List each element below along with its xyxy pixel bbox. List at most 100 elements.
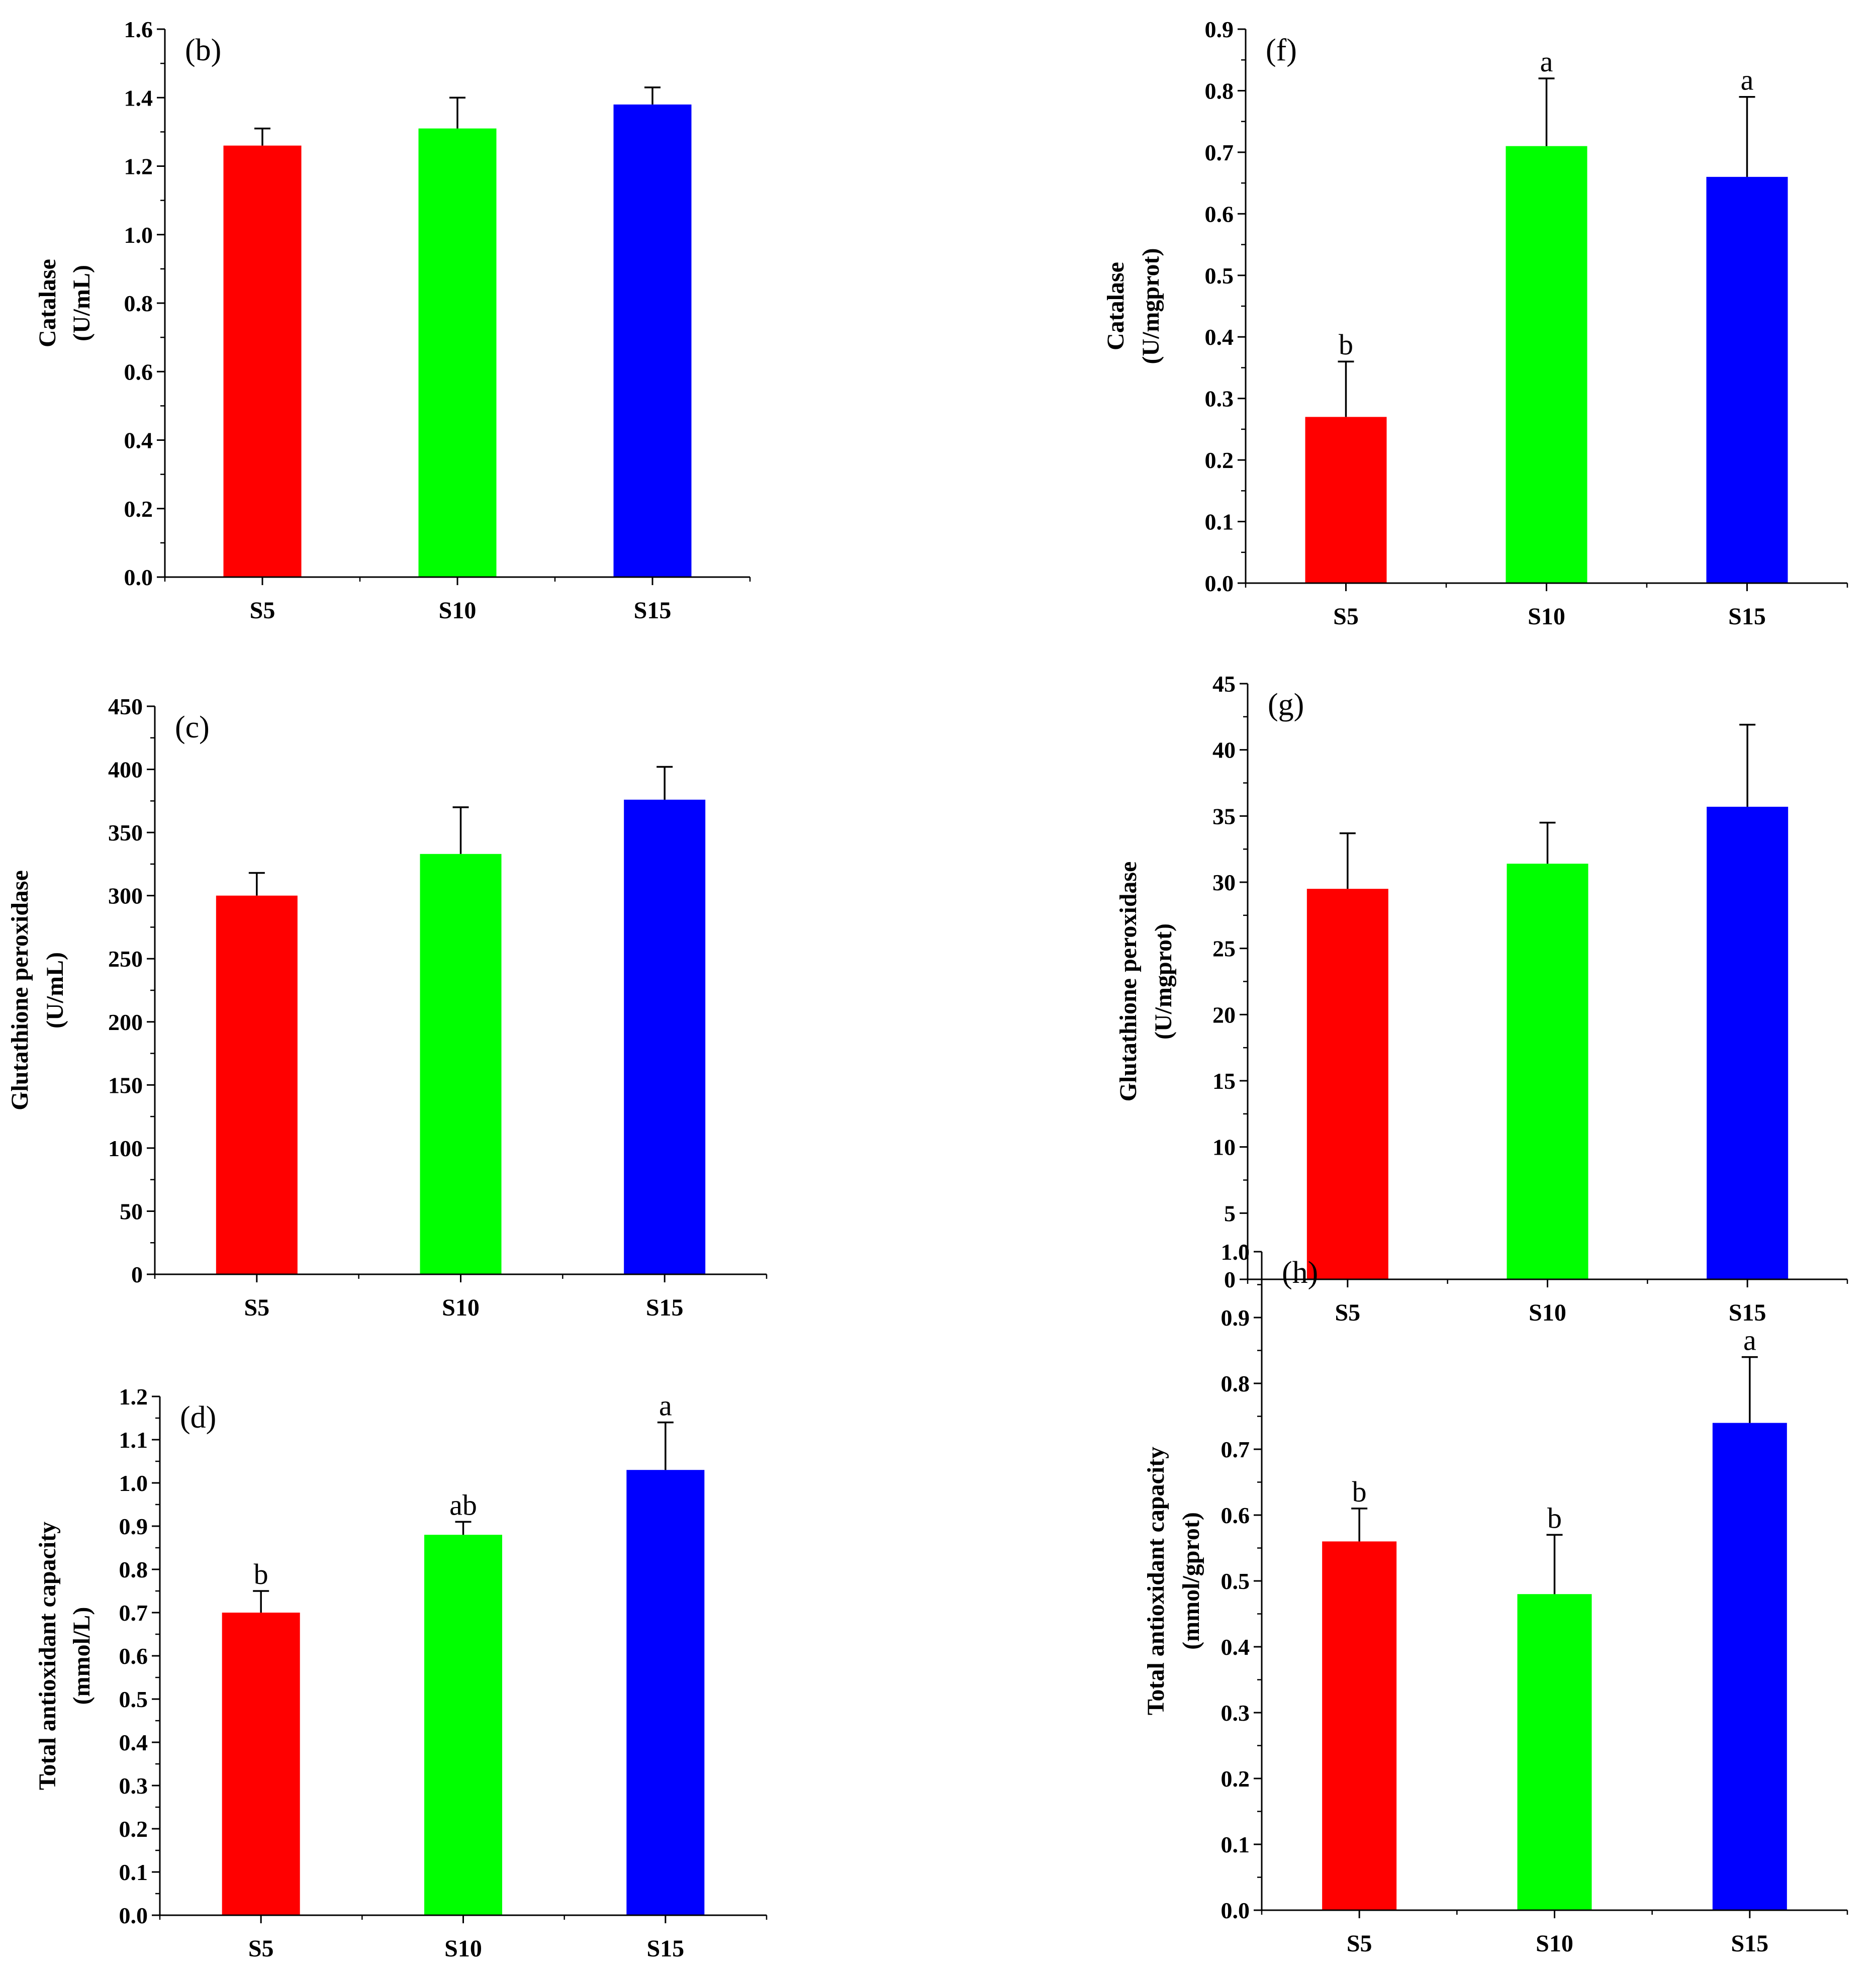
chart4-bar-S5 <box>222 1613 300 1915</box>
chart4-ytick-label-2: 0.2 <box>119 1816 148 1842</box>
chart3-xtick-label-S15: S15 <box>1729 1299 1766 1326</box>
chart2-ytick-label-4: 200 <box>108 1009 143 1035</box>
chart3-ytick-label-2: 10 <box>1212 1135 1236 1160</box>
chart3-xtick-label-S5: S5 <box>1335 1299 1360 1326</box>
chart5-ytick-label-3: 0.3 <box>1221 1700 1250 1726</box>
chart0-errorbar-S15 <box>644 86 661 105</box>
chart4-ytick-label-11: 1.1 <box>119 1427 148 1453</box>
chart4-ytick-label-0: 0.0 <box>119 1903 148 1928</box>
chart3-ylabel-line2: (U/mgprot) <box>1150 923 1177 1040</box>
chart3-ytick-label-3: 15 <box>1212 1068 1236 1094</box>
chart1-ytick-label-2: 0.2 <box>1205 447 1234 473</box>
chart0-xtick-label-S10: S10 <box>439 597 477 624</box>
chart0-ytick-label-7: 1.4 <box>124 85 153 111</box>
chart0-bar-S15 <box>613 104 692 577</box>
chart1-ylabel-line1: Catalase <box>1102 262 1129 350</box>
chart5-significance-S5: b <box>1352 1475 1367 1508</box>
chart2-panel-label: (c) <box>175 710 210 744</box>
chart4-ytick-label-6: 0.6 <box>119 1643 148 1669</box>
chart5-ytick-label-10: 1.0 <box>1221 1239 1250 1265</box>
chart4-ytick-label-7: 0.7 <box>119 1600 148 1626</box>
chart4-errorbar-S10 <box>455 1521 472 1535</box>
chart3-ytick-label-4: 20 <box>1212 1002 1236 1027</box>
chart0-bar-S5 <box>223 145 302 577</box>
chart4-significance-S5: b <box>254 1558 268 1590</box>
chart1-xtick-label-S15: S15 <box>1728 603 1766 630</box>
chart1-errorbar-S15 <box>1739 96 1755 177</box>
chart1-ytick-label-4: 0.4 <box>1205 324 1234 350</box>
chart1-ytick-label-5: 0.5 <box>1205 263 1234 289</box>
chart2-ytick-label-0: 0 <box>131 1262 143 1287</box>
chart3-xtick-label-S10: S10 <box>1529 1299 1566 1326</box>
chart2-ytick-label-9: 450 <box>108 694 143 719</box>
chart4-xtick-label-S10: S10 <box>444 1935 482 1962</box>
chart0-ytick-label-8: 1.6 <box>124 17 153 42</box>
chart0-ytick-label-6: 1.2 <box>124 154 153 179</box>
chart2-bar-S10 <box>420 854 502 1274</box>
chart5-xtick-label-S10: S10 <box>1536 1930 1573 1957</box>
chart0-errorbar-S10 <box>449 97 465 129</box>
chart5-ytick-label-9: 0.9 <box>1221 1305 1250 1331</box>
chart4-errorbar-S5 <box>253 1590 269 1613</box>
chart2-ytick-label-2: 100 <box>108 1136 143 1161</box>
chart3-errorbar-S5 <box>1339 832 1356 889</box>
chart5-bar-S10 <box>1517 1594 1592 1910</box>
chart4-ytick-label-5: 0.5 <box>119 1687 148 1712</box>
chart2-ylabel-line1: Glutathione peroxidase <box>7 870 33 1110</box>
chart2-ytick-label-5: 250 <box>108 946 143 972</box>
chart1-significance-S15: a <box>1741 64 1754 97</box>
chart3-ytick-label-9: 45 <box>1212 671 1236 697</box>
chart0-ylabel-line2: (U/mL) <box>68 265 95 341</box>
chart1-ytick-label-0: 0.0 <box>1205 571 1234 596</box>
chart2-ylabel-line2: (U/mL) <box>42 952 68 1028</box>
chart1-panel-label: (f) <box>1266 33 1297 67</box>
chart1-significance-S10: a <box>1540 45 1553 78</box>
chart5-ytick-label-0: 0.0 <box>1221 1898 1250 1923</box>
chart5-errorbar-S15 <box>1741 1356 1758 1423</box>
chart5-ytick-label-2: 0.2 <box>1221 1766 1250 1792</box>
chart2-bar-S15 <box>624 799 706 1274</box>
chart4-ytick-label-4: 0.4 <box>119 1730 148 1755</box>
chart3-ytick-label-7: 35 <box>1212 803 1236 829</box>
chart0-errorbar-S5 <box>254 127 270 146</box>
chart2-errorbar-S10 <box>452 806 469 854</box>
chart2-ytick-label-6: 300 <box>108 883 143 909</box>
chart4-ylabel-line2: (mmol/L) <box>68 1607 95 1705</box>
chart0-ytick-label-5: 1.0 <box>124 222 153 248</box>
chart5-bar-S15 <box>1712 1423 1787 1910</box>
chart3-ytick-label-1: 5 <box>1224 1200 1236 1226</box>
chart3-ytick-label-0: 0 <box>1224 1267 1236 1292</box>
chart3-ylabel-line1: Glutathione peroxidase <box>1115 862 1142 1102</box>
chart5-significance-S15: a <box>1743 1324 1756 1357</box>
chart1-xtick-label-S5: S5 <box>1333 603 1359 630</box>
chart1-ytick-label-9: 0.9 <box>1205 17 1234 42</box>
chart2-ytick-label-7: 350 <box>108 820 143 846</box>
chart4-ytick-label-10: 1.0 <box>119 1470 148 1496</box>
chart5-significance-S10: b <box>1547 1502 1562 1534</box>
chart5-errorbar-S5 <box>1351 1508 1368 1542</box>
chart1-bar-S5 <box>1305 417 1387 583</box>
chart1-ytick-label-6: 0.6 <box>1205 201 1234 227</box>
chart0-bar-S10 <box>418 128 497 577</box>
chart5-ytick-label-8: 0.8 <box>1221 1371 1250 1396</box>
chart0-panel-label: (b) <box>185 33 221 67</box>
chart0-ytick-label-1: 0.2 <box>124 496 153 522</box>
chart3-bar-S10 <box>1507 864 1588 1279</box>
chart1-ytick-label-8: 0.8 <box>1205 78 1234 104</box>
chart3-ytick-label-5: 25 <box>1212 936 1236 962</box>
chart0-ylabel-line1: Catalase <box>34 259 61 347</box>
chart4-errorbar-S15 <box>657 1421 674 1470</box>
chart5-ytick-label-5: 0.5 <box>1221 1568 1250 1594</box>
chart0-ytick-label-3: 0.6 <box>124 359 153 385</box>
chart4-xtick-label-S5: S5 <box>248 1935 274 1962</box>
chart0-ytick-label-2: 0.4 <box>124 428 153 453</box>
chart2-bar-S5 <box>216 895 298 1274</box>
chart4-bar-S15 <box>626 1470 705 1915</box>
chart5-errorbar-S10 <box>1546 1534 1563 1595</box>
chart1-significance-S5: b <box>1339 328 1353 361</box>
chart5-ytick-label-7: 0.7 <box>1221 1437 1250 1462</box>
chart0-xtick-label-S5: S5 <box>250 597 275 624</box>
chart1-bar-S15 <box>1706 176 1788 583</box>
chart3-errorbar-S15 <box>1739 723 1756 807</box>
